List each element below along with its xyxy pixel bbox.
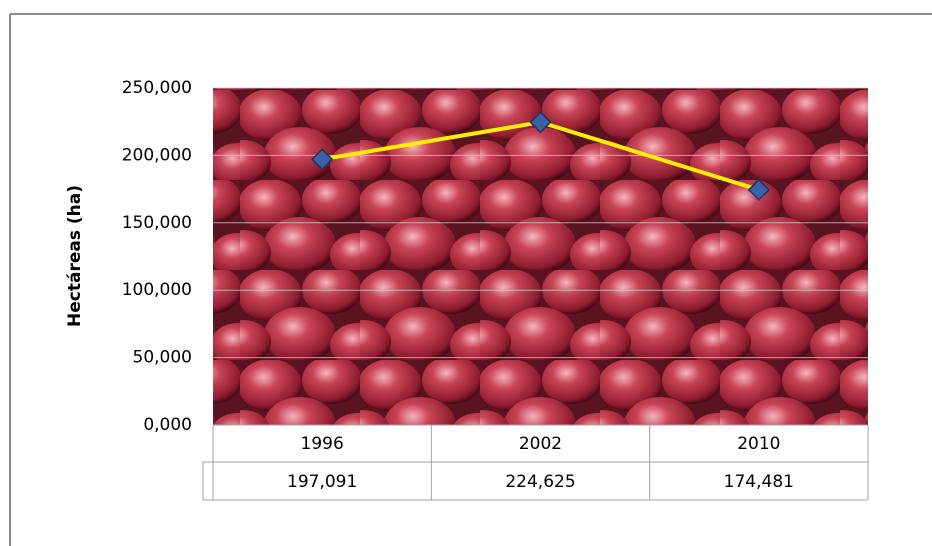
- data-marker: [747, 178, 770, 201]
- y-axis-title: Hectáreas (ha): [65, 185, 85, 327]
- x-tick-label: 2002: [519, 434, 562, 454]
- table-value: 197,091: [287, 472, 357, 492]
- x-tick-label: 2010: [737, 434, 780, 454]
- table-value: 224,625: [505, 472, 575, 492]
- y-tick-label: 100,000: [122, 280, 192, 300]
- x-tick-label: 1996: [301, 434, 344, 454]
- y-tick-label: 150,000: [122, 213, 192, 233]
- data-marker: [529, 111, 552, 134]
- plot-background: [213, 88, 868, 425]
- y-tick-label: 0,000: [143, 415, 192, 435]
- y-tick-label: 250,000: [122, 78, 192, 98]
- y-tick-label: 200,000: [122, 145, 192, 165]
- table-value: 174,481: [724, 472, 794, 492]
- data-marker: [311, 148, 334, 171]
- y-tick-label: 50,000: [133, 348, 192, 368]
